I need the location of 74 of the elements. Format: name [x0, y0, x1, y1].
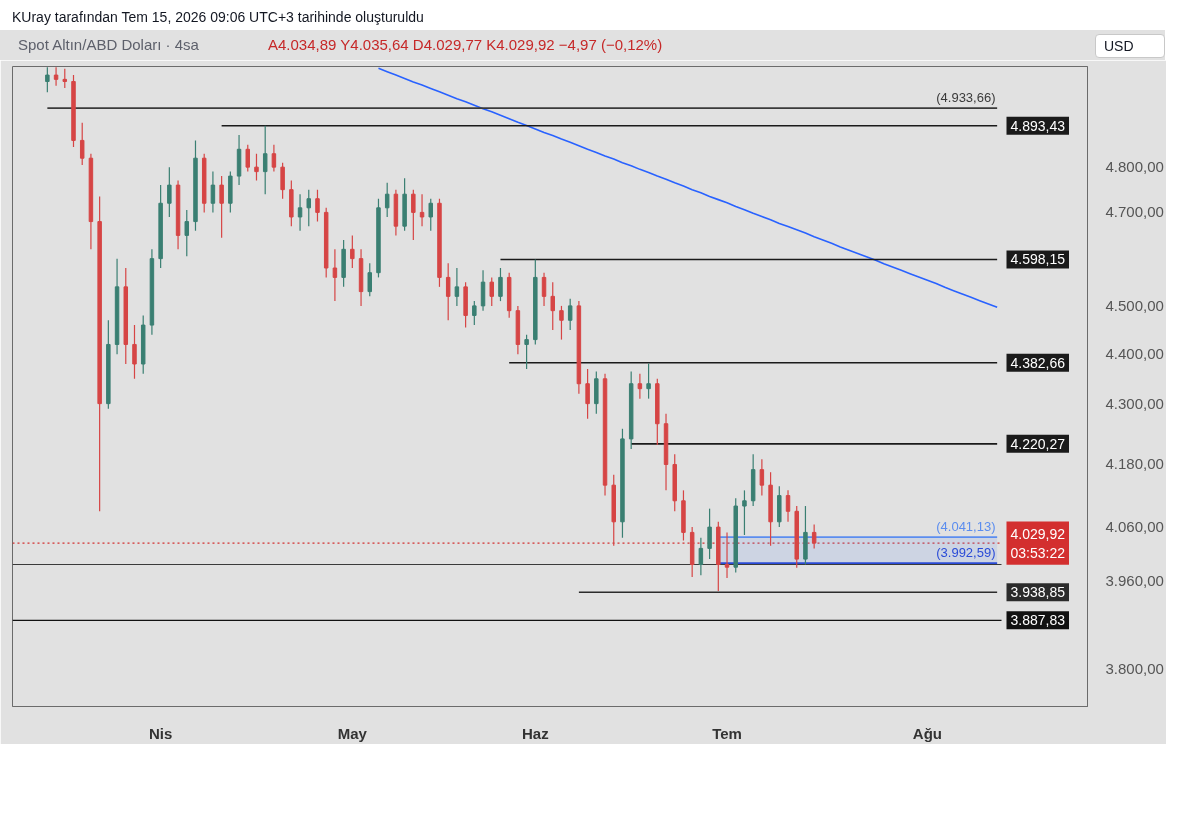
- candlestick: [184, 209, 190, 257]
- candlestick: [419, 193, 425, 227]
- x-tick-label: Tem: [712, 724, 742, 742]
- candlestick: [559, 305, 564, 341]
- candlestick: [428, 198, 433, 232]
- candlestick: [219, 175, 224, 239]
- candlestick: [62, 68, 68, 89]
- candlestick: [742, 489, 747, 536]
- y-tick-label: 4.700,00: [1105, 203, 1164, 221]
- candlestick: [567, 298, 573, 331]
- candlestick: [637, 373, 643, 400]
- y-tick-label: 4.060,00: [1105, 518, 1164, 536]
- x-tick-label: May: [337, 724, 368, 742]
- candlestick: [350, 234, 355, 269]
- candlestick: [811, 523, 817, 549]
- candlestick: [524, 334, 529, 370]
- candlestick: [646, 362, 651, 400]
- line-series: [377, 67, 998, 309]
- series-label: (3.992,59): [936, 545, 996, 561]
- y-tick-label: 3.960,00: [1105, 571, 1164, 589]
- candlestick: [411, 189, 416, 241]
- candlestick: [367, 262, 372, 297]
- chart-title: Spot Altın/ABD Doları · 4sa: [18, 35, 199, 55]
- candlestick: [585, 368, 590, 420]
- candlestick: [79, 122, 85, 166]
- series-label: 4.382,66: [1010, 354, 1066, 371]
- x-tick-label: Nis: [148, 724, 173, 742]
- y-tick-label: 4.500,00: [1105, 296, 1164, 314]
- ref-line-label: 4.029,92 03:53:22: [1010, 525, 1066, 561]
- candlestick: [332, 248, 338, 302]
- candlestick: [541, 272, 547, 307]
- candlestick: [489, 276, 494, 307]
- candlestick: [759, 458, 765, 497]
- candlestick: [297, 193, 303, 232]
- series-label: 4.598,15: [1010, 251, 1066, 268]
- text: KUray tarafından Tem 15, 2026 09:06 UTC+3 tarihinde oluşturuldu: [12, 8, 424, 27]
- x-tick-label: Ağu: [912, 724, 943, 742]
- candlestick: [53, 66, 59, 87]
- candlestick: [445, 262, 451, 321]
- candlestick: [454, 267, 460, 307]
- series-label: 4.893,43: [1010, 117, 1066, 134]
- candlestick: [245, 144, 251, 173]
- candlestick: [707, 508, 712, 560]
- y-tick-label: 4.300,00: [1105, 394, 1164, 412]
- series-label: 3.938,85: [1010, 584, 1066, 601]
- series-label: (4.933,66): [936, 90, 996, 106]
- candlestick: [498, 267, 503, 302]
- candlestick: [306, 189, 312, 227]
- y-tick-label: 4.400,00: [1105, 345, 1164, 363]
- ref-line-label: 3.887,83: [1010, 612, 1066, 629]
- candlestick: [550, 281, 555, 331]
- candlestick: [472, 300, 477, 326]
- candlestick: [254, 153, 259, 182]
- candlestick: [280, 162, 285, 200]
- y-tick-label: 4.800,00: [1105, 158, 1164, 176]
- y-tick-label: 4.180,00: [1105, 455, 1164, 473]
- candlestick: [45, 66, 50, 93]
- candlestick: [210, 171, 216, 213]
- candlestick: [785, 489, 791, 523]
- y-tick-label: 3.800,00: [1105, 660, 1164, 678]
- candlestick: [271, 144, 277, 173]
- series-label: 4.220,27: [1010, 435, 1066, 452]
- candlestick: [384, 182, 390, 218]
- x-tick-label: Haz: [521, 724, 549, 742]
- candlestick: [315, 189, 320, 223]
- text: USD: [1104, 37, 1134, 56]
- candlestick: [480, 269, 486, 312]
- candlestick: [132, 324, 137, 380]
- candlestick: [698, 537, 704, 576]
- chart-subtitle: A4.034,89 Y4.035,64 D4.029,77 K4.029,92 −4,97 (−0,12%): [268, 35, 663, 55]
- candlestick: [167, 166, 172, 218]
- candlestick: [262, 125, 268, 195]
- series-label: (4.041,13): [936, 519, 996, 535]
- candlestick: [724, 531, 730, 579]
